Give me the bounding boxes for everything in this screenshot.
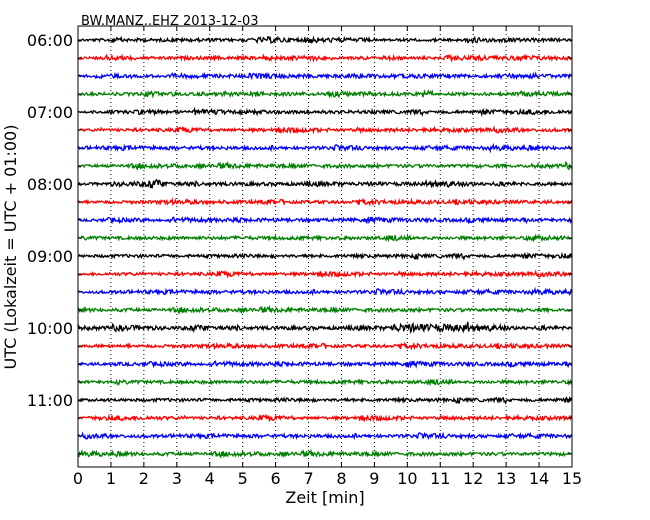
- seismic-trace: [77, 431, 573, 441]
- x-tick-label: 9: [369, 469, 379, 488]
- seismic-trace: [77, 106, 573, 118]
- y-tick-label: 06:00: [27, 31, 73, 50]
- seismic-trace: [77, 413, 573, 423]
- seismic-trace: [77, 89, 573, 99]
- seismic-trace: [77, 71, 573, 81]
- x-tick-label: 2: [139, 469, 149, 488]
- x-tick-label: 11: [430, 469, 450, 488]
- y-axis-label: UTC (Lokalzeit = UTC + 01:00): [1, 125, 20, 370]
- seismic-trace: [77, 377, 573, 387]
- x-tick-label: 3: [172, 469, 182, 488]
- seismic-trace: [77, 269, 573, 279]
- seismic-trace: [77, 251, 573, 261]
- x-tick-label: 13: [496, 469, 516, 488]
- seismic-trace: [77, 286, 573, 297]
- seismic-trace: [77, 35, 573, 45]
- seismic-trace: [77, 448, 573, 459]
- grid-lines: [110, 26, 540, 467]
- chart-title: BW.MANZ..EHZ 2013-12-03: [81, 14, 259, 29]
- x-tick-label: 10: [397, 469, 417, 488]
- seismic-trace: [77, 395, 573, 405]
- x-tick-label: 12: [463, 469, 483, 488]
- y-tick-label: 10:00: [27, 319, 73, 338]
- seismic-trace: [77, 341, 573, 351]
- y-tick-label: 11:00: [27, 391, 73, 410]
- x-tick-label: 7: [303, 469, 313, 488]
- x-tick-label: 1: [106, 469, 116, 488]
- y-tick-label: 09:00: [27, 247, 73, 266]
- seismic-trace: [77, 178, 573, 189]
- seismic-trace: [77, 233, 573, 243]
- seismic-trace: [77, 125, 573, 135]
- x-tick-label: 6: [271, 469, 281, 488]
- seismic-trace: [77, 215, 573, 225]
- seismic-trace: [77, 359, 573, 369]
- x-tick-label: 5: [238, 469, 248, 488]
- seismic-traces: [77, 35, 573, 459]
- x-tick-label: 8: [336, 469, 346, 488]
- seismic-trace: [78, 160, 573, 171]
- seismic-trace: [77, 197, 573, 207]
- seismic-trace: [77, 321, 573, 335]
- x-tick-label: 4: [205, 469, 215, 488]
- y-tick-label: 07:00: [27, 103, 73, 122]
- x-tick-label: 15: [562, 469, 582, 488]
- x-tick-label: 0: [73, 469, 83, 488]
- seismic-trace: [77, 53, 573, 63]
- axis-ticks: 0 1 2 3 4 5 6 7 8 9 10 11 12 13 14 1506:0007:0008:0009:…: [27, 26, 582, 488]
- x-tick-label: 14: [529, 469, 549, 488]
- y-tick-label: 08:00: [27, 175, 73, 194]
- plot-frame: [77, 25, 573, 468]
- x-axis-label: Zeit [min]: [285, 488, 364, 507]
- seismic-trace: [77, 142, 573, 154]
- seismic-trace: [77, 304, 573, 315]
